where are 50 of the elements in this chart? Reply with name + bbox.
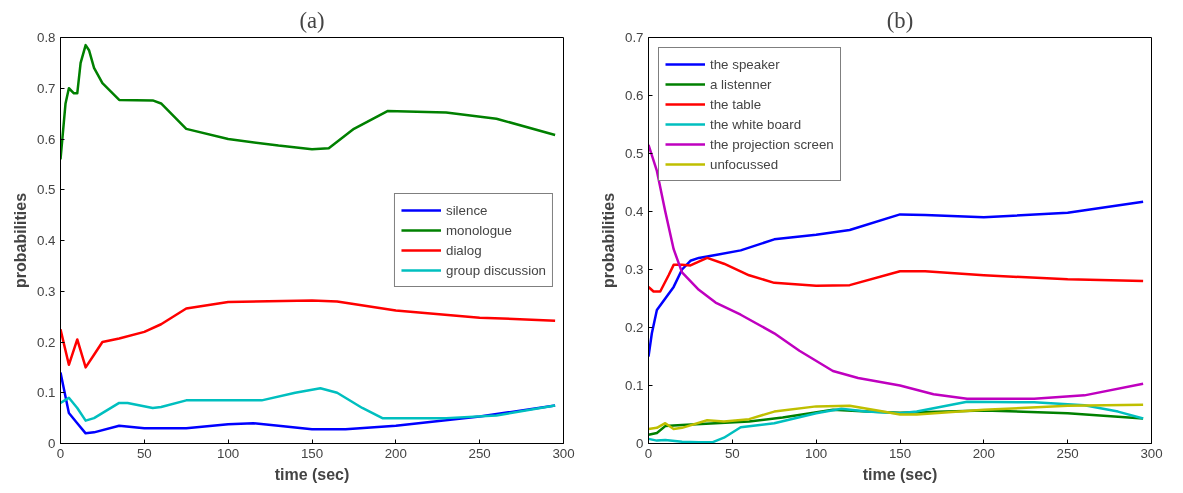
x-tick-label: 250	[468, 445, 491, 461]
line-series	[648, 200, 1145, 358]
line-series	[60, 386, 557, 422]
y-tick-label: 0.2	[624, 320, 644, 335]
chart-title: (a)	[299, 7, 325, 33]
line-series	[648, 256, 1145, 293]
legend-label: unfocussed	[710, 156, 779, 172]
x-tick-label: 100	[805, 445, 828, 461]
y-tick-label: 0.1	[36, 385, 56, 401]
legend-label: the projection screen	[710, 136, 834, 152]
legend-label: a listenner	[710, 76, 772, 92]
y-tick-label: 0.7	[624, 30, 644, 45]
line-series	[60, 43, 557, 161]
x-tick-label: 50	[724, 445, 740, 461]
y-tick-label: 0.6	[624, 88, 644, 103]
y-tick-label: 0.4	[36, 233, 57, 248]
legend-label: the speaker	[710, 56, 780, 72]
x-tick-label: 200	[384, 445, 407, 461]
x-tick-label: 50	[136, 445, 152, 461]
line-series	[648, 400, 1145, 444]
y-tick-label: 0.3	[624, 262, 644, 277]
line-series	[648, 403, 1145, 431]
x-tick-label: 150	[300, 445, 324, 461]
y-tick-label: 0.4	[624, 204, 645, 219]
x-axis-title: time (sec)	[862, 465, 938, 483]
y-tick-label: 0.5	[36, 182, 56, 198]
line-series	[60, 299, 557, 369]
y-tick-label: 0.8	[36, 30, 56, 45]
legend-label: the white board	[710, 116, 802, 132]
x-axis-title: time (sec)	[274, 465, 350, 483]
legend-label: dialog	[445, 242, 482, 258]
chart-title: (b)	[886, 7, 914, 33]
y-tick-label: 0.7	[36, 80, 56, 96]
legend-label: the table	[710, 96, 762, 112]
y-axis-title: probabilities	[599, 192, 617, 289]
x-tick-label: 200	[972, 445, 995, 461]
x-tick-label: 300	[1140, 445, 1163, 461]
legend-label: group discussion	[445, 262, 546, 278]
x-tick-label: 100	[217, 445, 240, 461]
legend-label: silence	[445, 202, 488, 218]
x-tick-label: 150	[888, 445, 912, 461]
y-tick-label: 0.1	[624, 378, 644, 393]
x-tick-label: 250	[1056, 445, 1079, 461]
y-axis-title: probabilities	[11, 192, 29, 289]
y-tick-label: 0.6	[36, 131, 56, 147]
legend-label: monologue	[445, 222, 512, 238]
y-tick-label: 0.5	[624, 146, 644, 161]
y-tick-label: 0.3	[36, 283, 56, 299]
y-tick-label: 0.2	[36, 334, 56, 350]
x-tick-label: 300	[552, 445, 575, 461]
